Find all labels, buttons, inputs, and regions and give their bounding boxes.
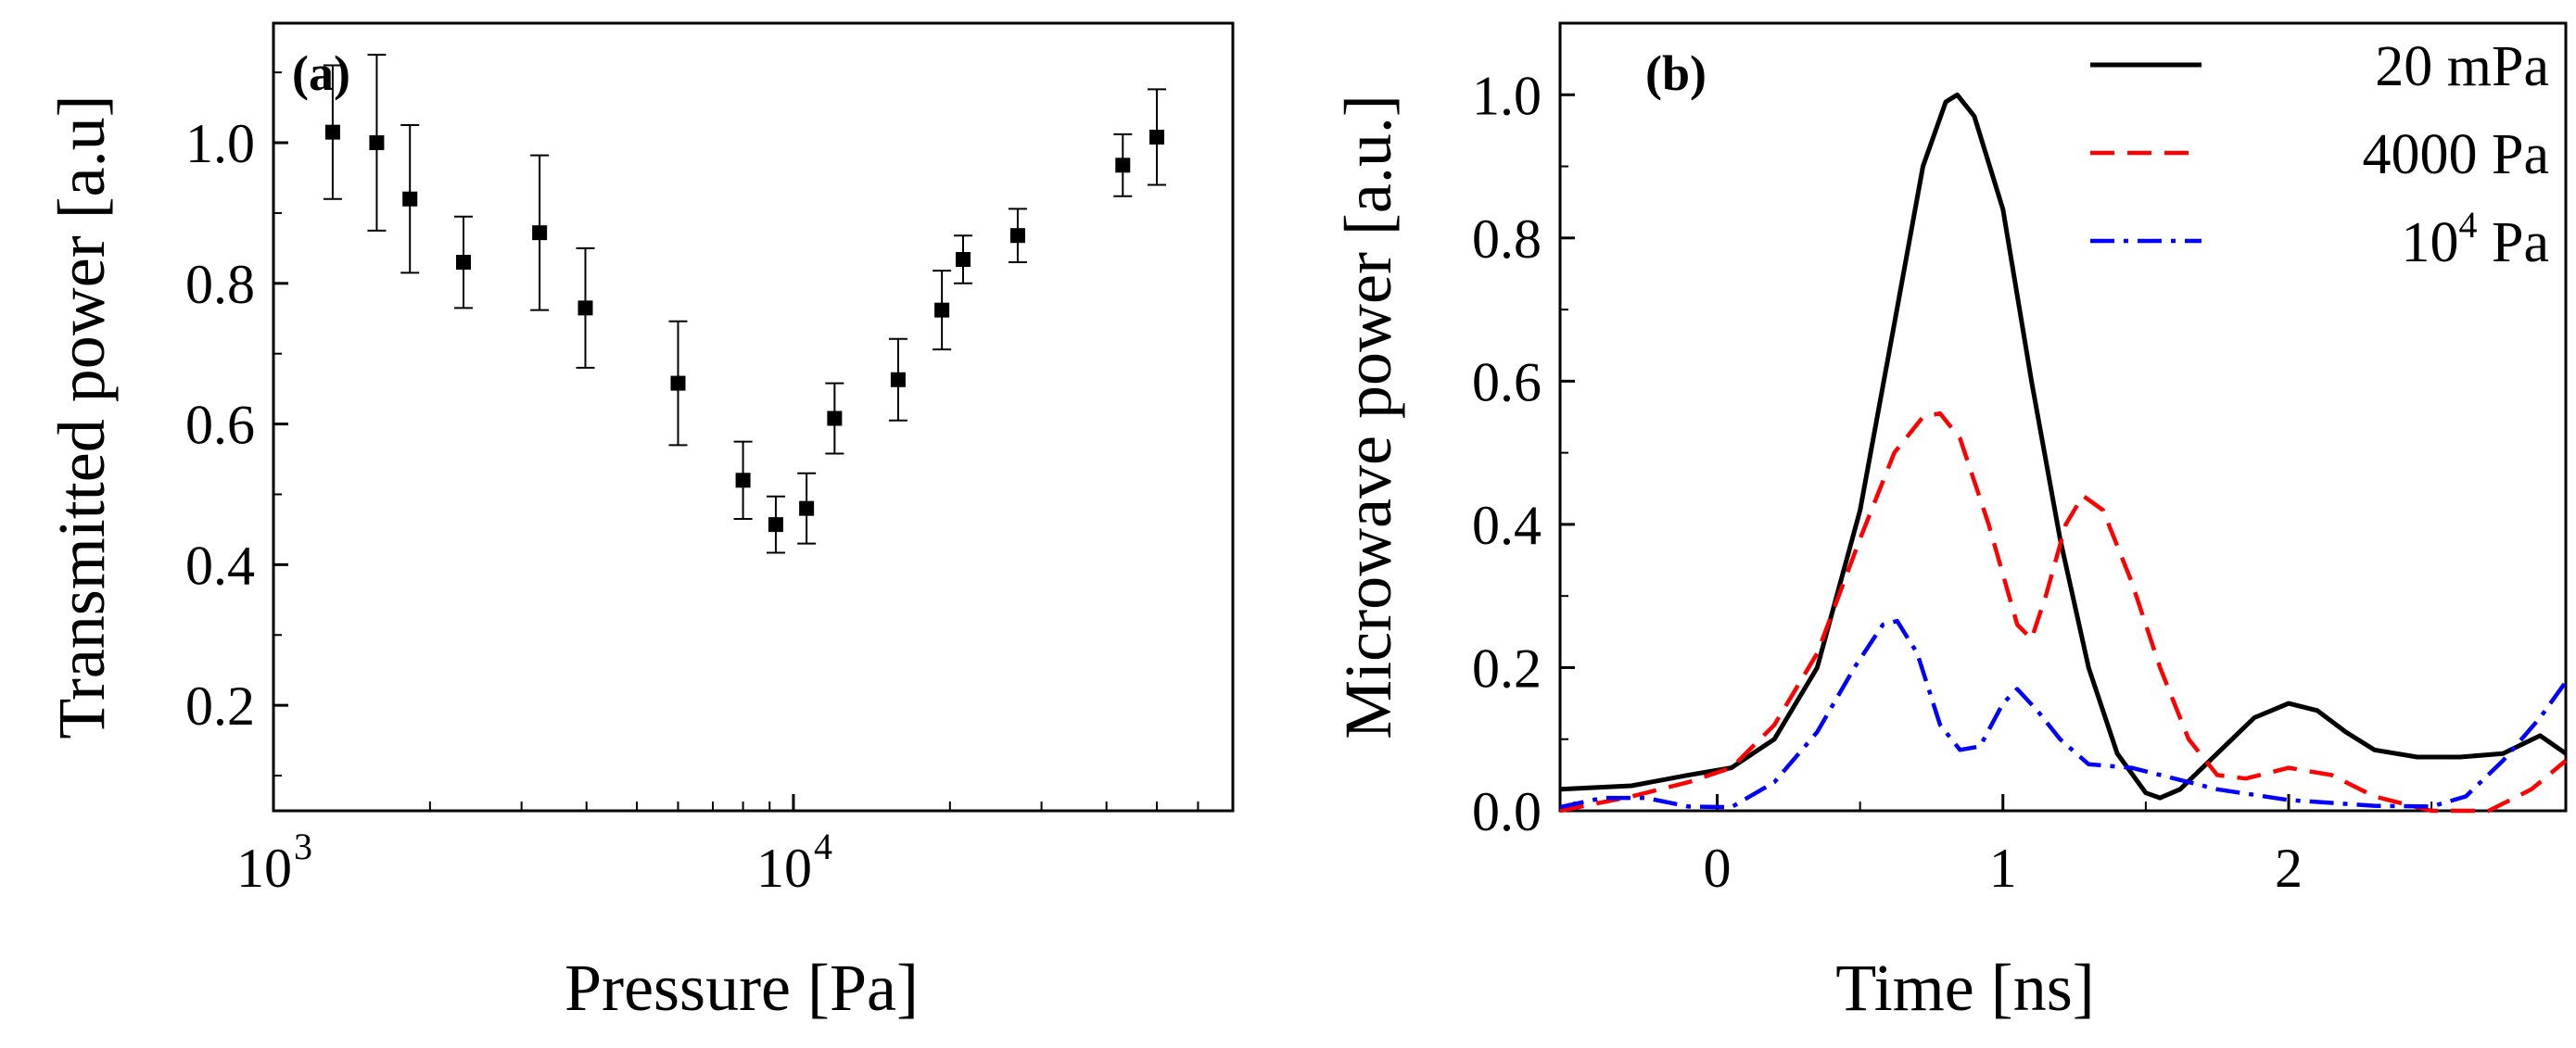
panel-b-ticks: 0.0 0.2 0.4 0.6 0.8 1.0 0 1 2: [1472, 65, 2433, 899]
panel-b-legend-label: 20 mPa: [2375, 35, 2549, 98]
panel-a-data-point: [766, 495, 785, 554]
panel-a-ytick-label: 0.6: [185, 395, 255, 456]
panel-a-marker: [799, 500, 815, 516]
panel-a-frame: [272, 21, 1235, 813]
panel-a-data-point: [825, 382, 844, 455]
panel-a-data-point: [1113, 133, 1133, 197]
panel-a-data-point: [530, 154, 550, 311]
panel-a-xtick-label: 10: [236, 838, 292, 899]
panel-a-ytick-label: 1.0: [185, 113, 255, 174]
panel-a-xtick-label: 10: [756, 838, 812, 899]
panel-b-ytick-label: 0.8: [1472, 208, 1542, 270]
panel-b-legend: 20 mPa 4000 Pa 104 Pa: [2090, 35, 2549, 274]
panel-a-data-point: [1148, 88, 1167, 186]
panel-a-marker: [402, 191, 418, 207]
panel-a-marker: [768, 517, 783, 533]
panel-b-ytick-label: 0.6: [1472, 351, 1542, 412]
panel-a-ytick-label: 0.8: [185, 254, 255, 315]
panel-a-data-point: [668, 320, 688, 447]
panel-b-series-line: [1559, 92, 2568, 801]
panel-b-label: (b): [1645, 45, 1707, 101]
panel-a-data-point: [367, 54, 387, 232]
panel-a-marker: [577, 300, 593, 316]
panel-b-ytick-label: 0.2: [1472, 638, 1542, 699]
panel-b-ytick-label: 1.0: [1472, 65, 1542, 126]
panel-b-xlabel: Time [ns]: [1835, 951, 2094, 1025]
panel-a-marker: [1009, 228, 1025, 244]
panel-a-data-point: [797, 472, 817, 545]
panel-a-data-point: [888, 337, 907, 422]
panel-b-series-line: [1559, 410, 2568, 814]
panel-a-marker: [827, 410, 843, 426]
panel-b-frame: [1558, 21, 2568, 813]
panel-a-data-point: [933, 270, 952, 351]
panel-a-xtick-exponent: 4: [814, 826, 832, 867]
panel-b-legend-label: 4000 Pa: [2363, 123, 2550, 186]
panel-b: (b) 0.0 0.2 0.4 0.6 0.8 1.0 0 1 2 20 mPa 4000 Pa 1…: [1331, 21, 2568, 1025]
panel-a-ylabel: Transmitted power [a.u]: [44, 95, 119, 739]
panel-a-marker: [532, 225, 548, 241]
panel-a-ytick-label: 0.4: [185, 535, 255, 596]
panel-a-data-point: [400, 124, 420, 274]
panel-a-data-point: [576, 246, 595, 369]
panel-a-data-point: [733, 440, 753, 521]
panel-a-ytick-label: 0.2: [185, 676, 255, 737]
panel-a-marker: [1149, 129, 1165, 145]
panel-a-marker: [1115, 158, 1131, 173]
panel-a-data-point: [1008, 208, 1027, 264]
panel-b-series-line: [1559, 618, 2568, 810]
panel-a-marker: [324, 124, 340, 140]
panel-a-data-point: [454, 215, 474, 309]
panel-a-points: [323, 54, 1167, 554]
panel-b-lines: [1559, 92, 2568, 814]
panel-a-marker: [369, 135, 385, 151]
panel-a-marker: [735, 473, 751, 488]
panel-b-xtick-label: 1: [1989, 838, 2017, 899]
panel-a: (a) 0.20.40.60.81.010 3 10 4 Pressure [Pa] …: [44, 21, 1235, 1025]
panel-b-ylabel: Microwave power [a.u.]: [1331, 95, 1405, 739]
panel-a-data-point: [954, 234, 973, 284]
panel-b-xtick-label: 0: [1704, 838, 1732, 899]
panel-b-ytick-label: 0.0: [1472, 781, 1542, 842]
panel-a-marker: [670, 375, 686, 391]
panel-b-ytick-label: 0.4: [1472, 495, 1542, 556]
panel-a-marker: [456, 255, 472, 271]
panel-a-marker: [956, 252, 971, 267]
panel-a-label: (a): [292, 45, 350, 101]
panel-a-xlabel: Pressure [Pa]: [565, 951, 919, 1025]
panel-a-data-point: [323, 64, 342, 200]
panel-a-ticks: 0.20.40.60.81.010 3 10 4: [185, 71, 1199, 899]
panel-a-marker: [934, 302, 950, 318]
panel-b-xtick-label: 2: [2275, 838, 2303, 899]
panel-a-xtick-exponent: 3: [294, 826, 312, 867]
panel-b-legend-label: 104 Pa: [2402, 204, 2550, 274]
panel-a-marker: [890, 372, 906, 387]
